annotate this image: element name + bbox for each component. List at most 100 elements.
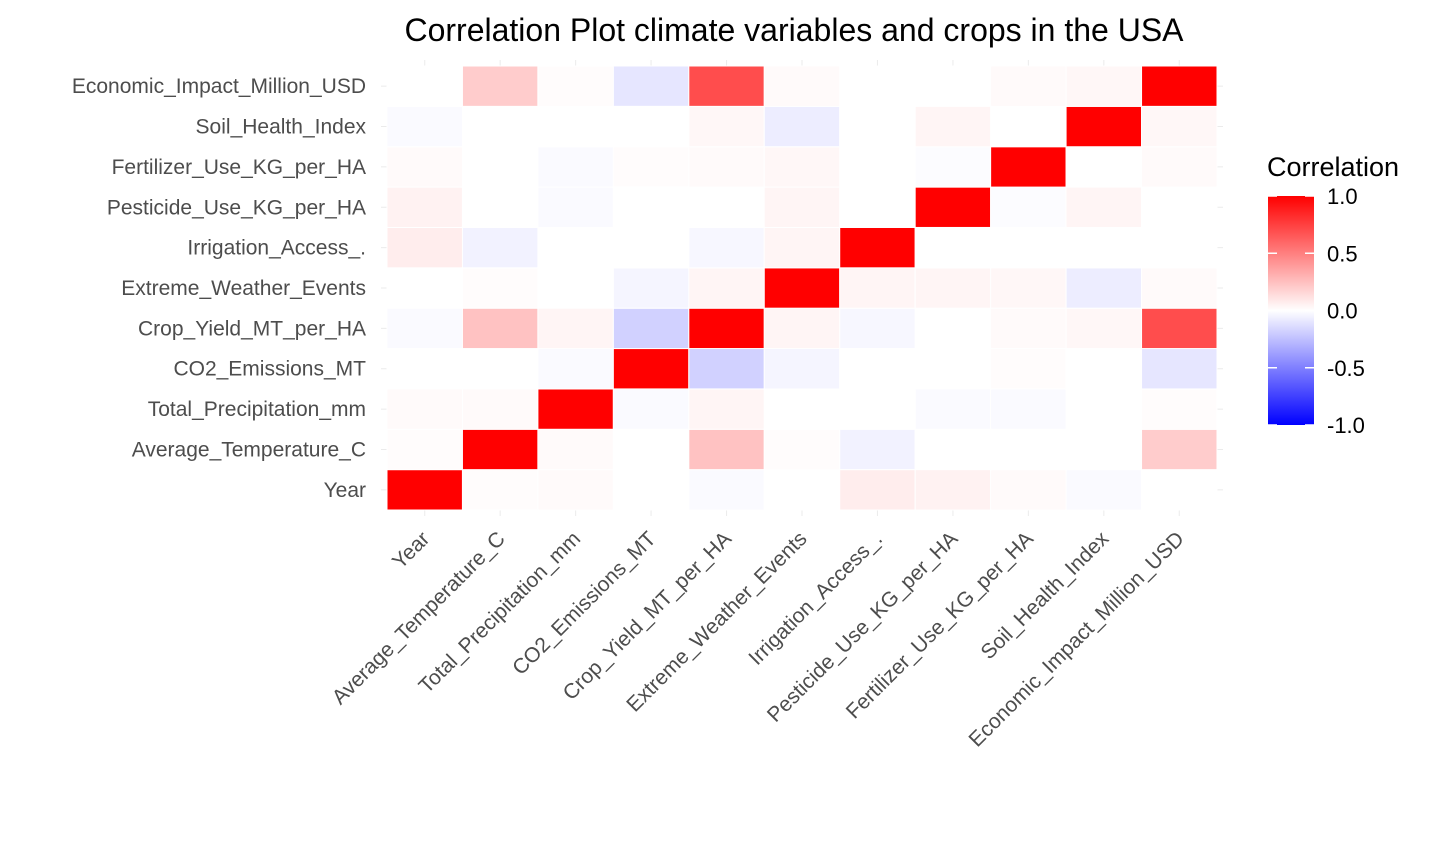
heatmap-cell (461, 105, 539, 148)
heatmap-cell (461, 388, 539, 430)
heatmap-cell (537, 469, 614, 511)
heatmap-cell (914, 146, 992, 188)
heatmap-cell (1141, 428, 1218, 471)
heatmap-cell (763, 65, 841, 107)
heatmap-cell (839, 226, 916, 269)
y-axis-tick-labels: Year Average_Temperature_C Total_Precipita… (72, 75, 367, 502)
heatmap-cell (1065, 307, 1143, 350)
heatmap-cell (1065, 469, 1143, 511)
heatmap-cell (612, 65, 690, 107)
legend-tick-label: 0.5 (1327, 241, 1358, 266)
heatmap-cell (1065, 428, 1143, 471)
heatmap-cell (537, 267, 614, 309)
heatmap-cell (688, 388, 765, 430)
heatmap-cell (612, 186, 690, 228)
heatmap-cell (1065, 226, 1143, 269)
heatmap-cell (990, 428, 1067, 471)
heatmap-cell (1141, 388, 1218, 430)
heatmap-cell (461, 307, 539, 350)
heatmap-cell (990, 105, 1067, 148)
heatmap-cell (537, 105, 614, 148)
heatmap-cell (688, 105, 765, 148)
heatmap-cell (1141, 469, 1218, 511)
y-tick-label: CO2_Emissions_MT (173, 358, 366, 381)
heatmap-cell (990, 348, 1067, 390)
heatmap-cell (914, 186, 992, 228)
heatmap-cell (763, 186, 841, 228)
heatmap-cell (763, 348, 841, 390)
legend: Correlation 1.0 0.5 0.0 -0.5 -1.0 (1267, 152, 1399, 438)
legend-ticks: 1.0 0.5 0.0 -0.5 -1.0 (1268, 184, 1365, 438)
heatmap-cell (461, 428, 539, 471)
heatmap-cell (386, 348, 463, 390)
heatmap-cell (990, 186, 1067, 228)
heatmap-cell (990, 388, 1067, 430)
legend-tick-label: -0.5 (1327, 356, 1365, 381)
heatmap-cell (1141, 307, 1218, 350)
x-tick-label: Soil_Health_Index (977, 527, 1114, 664)
heatmap-cell (1065, 348, 1143, 390)
heatmap-cell (386, 186, 463, 228)
heatmap-cell (461, 267, 539, 309)
heatmap-cell (461, 226, 539, 269)
heatmap-cell (612, 267, 690, 309)
heatmap-cell (839, 428, 916, 471)
heatmap-cell (386, 388, 463, 430)
heatmap-cell (537, 226, 614, 269)
heatmap-cell (763, 267, 841, 309)
heatmap-cell (990, 226, 1067, 269)
heatmap-cell (688, 65, 765, 107)
heatmap-cell (612, 348, 690, 390)
heatmap-cell (839, 348, 916, 390)
legend-tick-label: 1.0 (1327, 184, 1358, 209)
heatmap-cell (839, 105, 916, 148)
heatmap-cell (839, 307, 916, 350)
heatmap-cell (839, 388, 916, 430)
heatmap-cell (914, 428, 992, 471)
heatmap-cell (537, 428, 614, 471)
heatmap-cell (839, 146, 916, 188)
heatmap-cell (990, 307, 1067, 350)
heatmap-cells (386, 65, 1218, 511)
heatmap-cell (1065, 186, 1143, 228)
heatmap-cell (688, 469, 765, 511)
heatmap-cell (763, 226, 841, 269)
heatmap-cell (688, 307, 765, 350)
heatmap-cell (914, 226, 992, 269)
y-tick-label: Economic_Impact_Million_USD (72, 75, 366, 98)
y-tick-label: Crop_Yield_MT_per_HA (138, 317, 366, 340)
heatmap-cell (688, 267, 765, 309)
heatmap-cell (537, 186, 614, 228)
legend-title: Correlation (1267, 152, 1399, 182)
heatmap-cell (839, 267, 916, 309)
heatmap-cell (1141, 65, 1218, 107)
y-tick-label: Extreme_Weather_Events (121, 277, 366, 300)
heatmap-cell (914, 105, 992, 148)
heatmap-cell (763, 428, 841, 471)
heatmap-cell (386, 267, 463, 309)
heatmap-cell (386, 146, 463, 188)
heatmap-cell (537, 348, 614, 390)
heatmap-cell (688, 348, 765, 390)
heatmap-cell (688, 146, 765, 188)
heatmap-cell (914, 348, 992, 390)
heatmap-cell (461, 146, 539, 188)
heatmap-cell (688, 428, 765, 471)
heatmap-cell (1141, 267, 1218, 309)
heatmap-cell (763, 469, 841, 511)
heatmap-cell (1065, 388, 1143, 430)
heatmap-cell (386, 65, 463, 107)
heatmap-cell (990, 469, 1067, 511)
y-tick-label: Total_Precipitation_mm (148, 398, 366, 421)
heatmap-cell (461, 469, 539, 511)
heatmap-cell (537, 146, 614, 188)
heatmap-cell (914, 307, 992, 350)
heatmap-cell (990, 65, 1067, 107)
heatmap-cell (386, 226, 463, 269)
legend-tick-label: 0.0 (1327, 299, 1358, 324)
heatmap-cell (914, 267, 992, 309)
heatmap-cell (688, 226, 765, 269)
heatmap-cell (990, 146, 1067, 188)
heatmap-cell (386, 428, 463, 471)
